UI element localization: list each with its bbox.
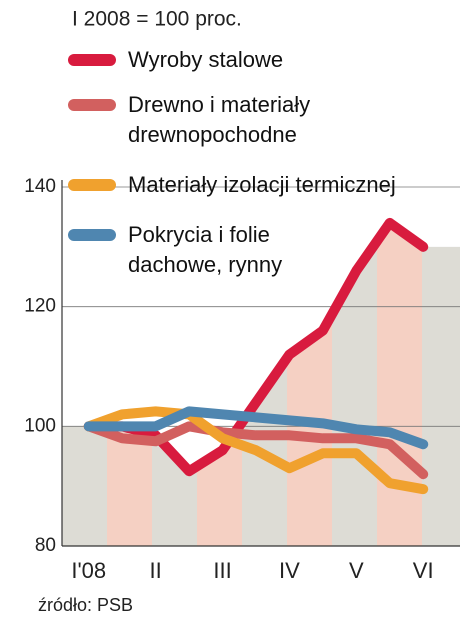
x-tick-label: III <box>213 558 231 583</box>
series-line <box>83 217 429 477</box>
series-line <box>83 406 429 450</box>
y-tick-label: 120 <box>24 296 56 317</box>
x-tick-label: VI <box>413 558 434 583</box>
y-tick-label: 100 <box>24 415 56 436</box>
x-tick-label: V <box>349 558 364 583</box>
area-background <box>62 222 460 546</box>
y-tick-label: 80 <box>35 535 56 556</box>
x-tick-label: IV <box>279 558 300 583</box>
series-line <box>83 421 429 480</box>
legend-label: Drewno i materiały drewnopochodne <box>128 92 311 147</box>
chart-title: I 2008 = 100 proc. <box>72 8 242 31</box>
x-tick-label: II <box>150 558 162 583</box>
legend-label: Pokrycia i folie dachowe, rynny <box>128 222 283 277</box>
series-line <box>83 406 429 495</box>
x-tick-label: I'08 <box>71 558 106 583</box>
y-tick-label: 140 <box>24 176 56 197</box>
legend-label: Wyroby stalowe <box>128 47 284 72</box>
source: źródło: PSB <box>38 595 133 615</box>
legend-label: Materiały izolacji termicznej <box>128 172 396 197</box>
